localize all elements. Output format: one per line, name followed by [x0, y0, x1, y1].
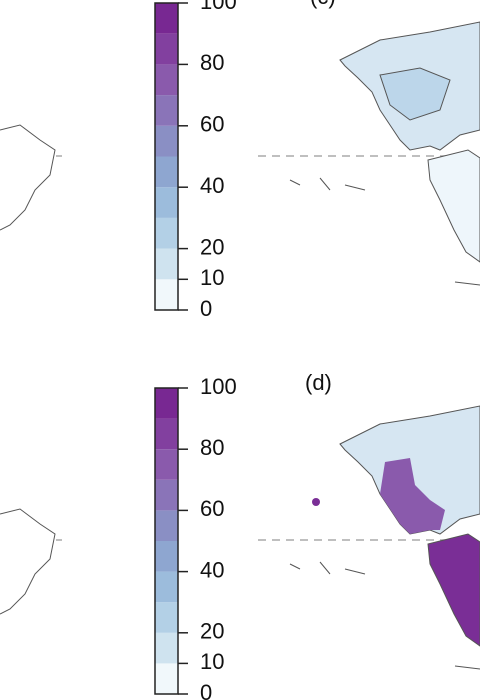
- tick-label: 10: [200, 649, 224, 674]
- panel-label: (d): [305, 370, 332, 395]
- south-america: [427, 533, 480, 647]
- colorbar-segment: [155, 125, 178, 157]
- tick-label: 60: [200, 112, 224, 137]
- colorbar-frame: [154, 2, 179, 311]
- tick-label: 0: [200, 680, 212, 700]
- colorbar-segment: [155, 279, 178, 310]
- region: [380, 458, 445, 534]
- colorbar-segment: [155, 602, 178, 633]
- region: [379, 67, 451, 121]
- landmass: [0, 124, 56, 231]
- landmass: [0, 508, 56, 615]
- tick-label: 80: [200, 50, 224, 75]
- colorbar-segment: [155, 479, 178, 511]
- colorbar-segment: [155, 64, 178, 96]
- colorbar-segment: [155, 156, 178, 188]
- colorbar-segment: [155, 33, 178, 65]
- colorbar-segment: [155, 541, 178, 572]
- colorbar-segment: [155, 248, 178, 280]
- tick-label: 100: [200, 0, 237, 14]
- tick-label: 40: [200, 557, 224, 582]
- islands: [289, 177, 480, 286]
- map-c: [0, 21, 480, 286]
- colorbar-segment: [155, 449, 178, 480]
- islands: [289, 561, 480, 670]
- colorbar-segment: [155, 217, 178, 249]
- map-d: [0, 405, 480, 670]
- colorbar-segment: [155, 95, 178, 126]
- tick-label: 20: [200, 234, 224, 259]
- tick-label: 80: [200, 435, 224, 460]
- tick-label: 60: [200, 496, 224, 521]
- colorbar-segment: [155, 663, 178, 694]
- tick-label: 100: [200, 374, 237, 399]
- colorbar-segment: [155, 418, 178, 450]
- colorbar-segment: [155, 571, 178, 603]
- colorbar-segment: [155, 187, 178, 218]
- island: [312, 498, 320, 506]
- tick-label: 10: [200, 265, 224, 290]
- colorbar-segment: [155, 632, 178, 664]
- colorbar-segment: [155, 388, 178, 419]
- colorbar-segment: [155, 510, 178, 541]
- colorbar-segment: [155, 3, 178, 34]
- tick-label: 40: [200, 173, 224, 198]
- tick-label: 0: [200, 296, 212, 321]
- tick-label: 20: [200, 619, 224, 644]
- panel-label: (c): [310, 0, 336, 9]
- colorbar-frame: [154, 387, 179, 695]
- south-america: [427, 149, 480, 263]
